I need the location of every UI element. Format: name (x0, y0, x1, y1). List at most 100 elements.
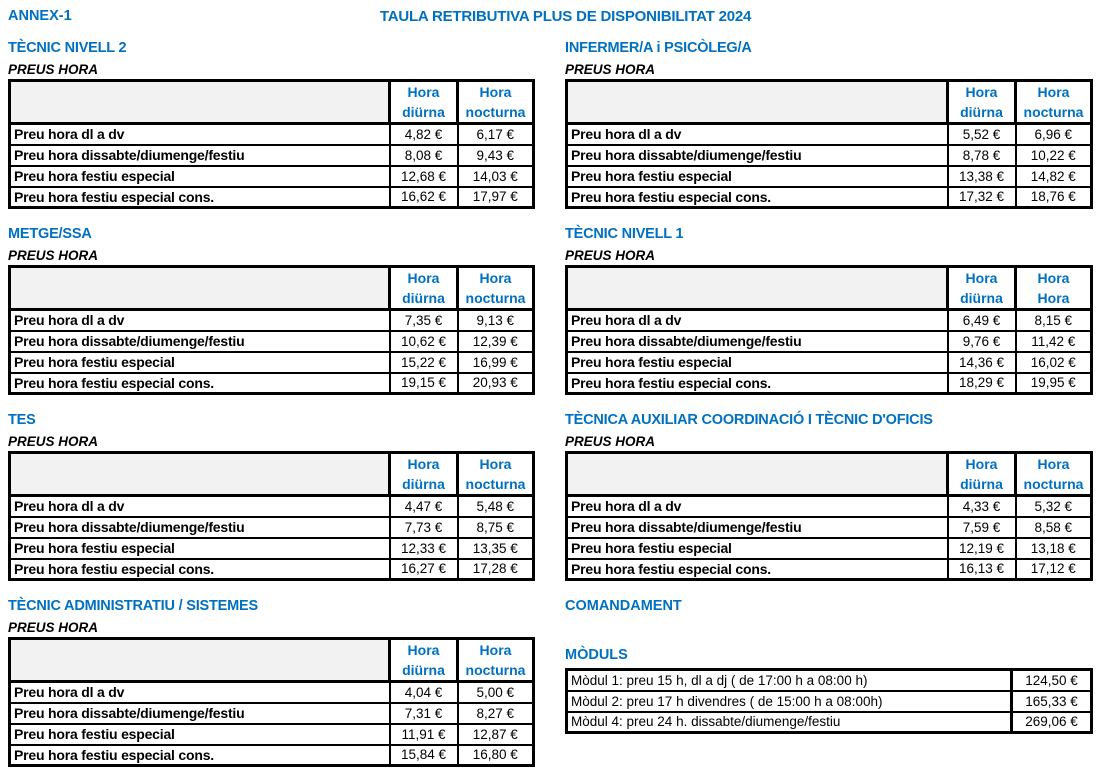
section-subtitle: PREUS HORA (8, 434, 99, 449)
price-table-header-row: Hora diürna Hora nocturna (8, 79, 535, 125)
value-hora-diurna: 4,04 € (388, 680, 459, 704)
row-label: Preu hora festiu especial (565, 350, 949, 374)
value-hora-diurna: 7,31 € (388, 701, 459, 725)
row-label: Preu hora festiu especial cons. (565, 185, 949, 209)
value-hora-nocturna: 17,97 € (456, 185, 535, 209)
price-table-header-row: Hora diürna Hora nocturna (8, 265, 535, 311)
column-header-hora-nocturna: Hora nocturna (456, 451, 535, 497)
price-row: Preu hora dl a dv 4,33 €5,32 € (565, 494, 1093, 518)
row-label: Preu hora festiu especial (8, 164, 391, 188)
row-label: Preu hora dl a dv (8, 680, 391, 704)
column-header-hora-diurna: Hora diürna (388, 451, 459, 497)
column-header-hora-nocturna: Hora nocturna (456, 79, 535, 125)
value-hora-diurna: 8,08 € (388, 143, 459, 167)
value-hora-diurna: 14,36 € (946, 350, 1017, 374)
row-label: Preu hora festiu especial (565, 536, 949, 560)
column-header-line1: Hora (479, 642, 512, 658)
column-header-line2: nocturna (1023, 476, 1084, 492)
price-row: Preu hora festiu especial cons. 18,29 €19… (565, 371, 1093, 395)
value-hora-nocturna: 16,99 € (456, 350, 535, 374)
value-hora-nocturna: 18,76 € (1014, 185, 1093, 209)
section-title: COMANDAMENT (565, 598, 682, 614)
row-label: Preu hora festiu especial cons. (8, 371, 391, 395)
column-header-line2: Hora (1037, 290, 1070, 306)
value-hora-diurna: 11,91 € (388, 722, 459, 746)
price-row: Preu hora dl a dv 4,47 €5,48 € (8, 494, 535, 518)
section-subtitle: PREUS HORA (565, 434, 656, 449)
price-section: TÈCNIC NIVELL 2 PREUS HORA Hora diürna H… (8, 40, 535, 209)
row-label: Preu hora festiu especial (8, 722, 391, 746)
value-hora-diurna: 16,62 € (388, 185, 459, 209)
price-row: Preu hora dissabte/diumenge/festiu 9,76 €… (565, 329, 1093, 353)
price-table: Hora diürna Hora nocturna Preu hora dl a… (8, 637, 535, 767)
column-header-hora-diurna: Hora diürna (946, 265, 1017, 311)
row-label: Preu hora festiu especial cons. (8, 743, 391, 767)
column-header-line2: diürna (402, 476, 445, 492)
modul-value: 124,50 € (1010, 668, 1093, 692)
price-table: Hora diürna Hora nocturna Preu hora dl a… (8, 451, 535, 581)
price-row: Preu hora dl a dv 4,04 €5,00 € (8, 680, 535, 704)
column-header-line1: Hora (1037, 270, 1070, 286)
column-header-line1: Hora (1037, 456, 1070, 472)
column-header-hora-diurna: Hora diürna (388, 265, 459, 311)
empty-header-cell (565, 79, 949, 125)
section-subtitle: PREUS HORA (8, 62, 99, 77)
document-header: ANNEX-1 TAULA RETRIBUTIVA PLUS DE DISPON… (8, 6, 1093, 40)
column-header-hora-nocturna: Hora nocturna (456, 265, 535, 311)
modul-row: Mòdul 1: preu 15 h, dl a dj ( de 17:00 h… (565, 668, 1093, 692)
price-row: Preu hora dl a dv 5,52 €6,96 € (565, 122, 1093, 146)
row-label: Preu hora dl a dv (565, 308, 949, 332)
value-hora-diurna: 18,29 € (946, 371, 1017, 395)
column-header-line1: Hora (407, 642, 440, 658)
price-row: Preu hora festiu especial 12,33 €13,35 € (8, 536, 535, 560)
value-hora-diurna: 7,35 € (388, 308, 459, 332)
empty-header-cell (8, 637, 391, 683)
row-label: Preu hora dl a dv (565, 122, 949, 146)
column-header-line2: nocturna (465, 662, 526, 678)
modul-label: Mòdul 4: preu 24 h. dissabte/diumenge/fe… (565, 710, 1013, 734)
column-header-line1: Hora (1037, 84, 1070, 100)
row-label: Preu hora dissabte/diumenge/festiu (8, 329, 391, 353)
row-label: Preu hora dissabte/diumenge/festiu (565, 515, 949, 539)
column-header-line2: nocturna (1023, 104, 1084, 120)
price-section: TÈCNICA AUXILIAR COORDINACIÓ I TÈCNIC D'… (565, 412, 1093, 581)
empty-header-cell (8, 265, 391, 311)
section-title: TÈCNIC NIVELL 2 (8, 40, 127, 56)
column-header-line2: diürna (402, 104, 445, 120)
section-title: TÈCNICA AUXILIAR COORDINACIÓ I TÈCNIC D'… (565, 412, 933, 428)
price-row: Preu hora dl a dv 7,35 €9,13 € (8, 308, 535, 332)
value-hora-nocturna: 12,87 € (456, 722, 535, 746)
price-row: Preu hora festiu especial 12,19 €13,18 € (565, 536, 1093, 560)
section-subtitle: PREUS HORA (8, 248, 99, 263)
column-header-hora-nocturna: Hora nocturna (456, 637, 535, 683)
modul-row: Mòdul 4: preu 24 h. dissabte/diumenge/fe… (565, 710, 1093, 734)
column-header-line1: Hora (407, 84, 440, 100)
value-hora-nocturna: 12,39 € (456, 329, 535, 353)
row-label: Preu hora festiu especial cons. (565, 371, 949, 395)
row-label: Preu hora dissabte/diumenge/festiu (8, 701, 391, 725)
value-hora-nocturna: 8,75 € (456, 515, 535, 539)
price-table: Hora diürna Hora Hora Preu hora dl a dv 6… (565, 265, 1093, 395)
price-table-header-row: Hora diürna Hora nocturna (8, 451, 535, 497)
section-title: TÈCNIC ADMINISTRATIU / SISTEMES (8, 598, 258, 614)
price-row: Preu hora dissabte/diumenge/festiu 7,59 €… (565, 515, 1093, 539)
price-row: Preu hora festiu especial 14,36 €16,02 € (565, 350, 1093, 374)
price-table-header-row: Hora diürna Hora Hora (565, 265, 1093, 311)
section-title: TÈCNIC NIVELL 1 (565, 226, 684, 242)
section-subtitle: PREUS HORA (565, 248, 656, 263)
value-hora-nocturna: 5,48 € (456, 494, 535, 518)
column-header-line1: Hora (479, 270, 512, 286)
value-hora-nocturna: 6,17 € (456, 122, 535, 146)
empty-header-cell (565, 265, 949, 311)
price-row: Preu hora festiu especial cons. 16,62 €17… (8, 185, 535, 209)
price-row: Preu hora festiu especial 11,91 €12,87 € (8, 722, 535, 746)
value-hora-diurna: 7,59 € (946, 515, 1017, 539)
section-subtitle: PREUS HORA (565, 62, 656, 77)
price-row: Preu hora festiu especial 13,38 €14,82 € (565, 164, 1093, 188)
column-header-line2: diürna (402, 290, 445, 306)
price-row: Preu hora dissabte/diumenge/festiu 8,08 €… (8, 143, 535, 167)
price-row: Preu hora festiu especial 12,68 €14,03 € (8, 164, 535, 188)
value-hora-diurna: 16,27 € (388, 557, 459, 581)
value-hora-nocturna: 20,93 € (456, 371, 535, 395)
value-hora-diurna: 8,78 € (946, 143, 1017, 167)
